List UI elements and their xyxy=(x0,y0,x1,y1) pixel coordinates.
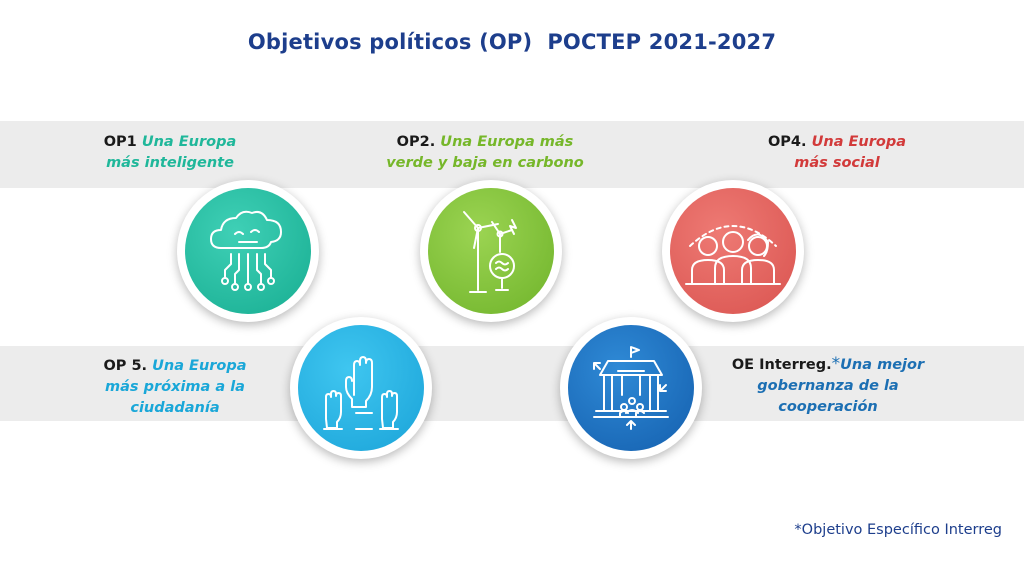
op4-circle xyxy=(662,180,804,322)
op5-title-line3: ciudadanía xyxy=(130,400,220,416)
op2-label: OP2. Una Europa más verde y baja en carb… xyxy=(370,132,600,174)
cloud-circuit-icon xyxy=(210,210,282,291)
op1-label: OP1 Una Europa más inteligente xyxy=(80,132,260,174)
oe-title-line1: Una mejor xyxy=(840,357,925,373)
op1-title-line1: Una Europa xyxy=(141,134,237,150)
op1-prefix: OP1 xyxy=(103,134,137,150)
op5-title-line2: más próxima a la xyxy=(105,379,245,395)
op1-title-line2: más inteligente xyxy=(106,155,234,171)
oe-prefix: OE Interreg. xyxy=(731,357,832,373)
op4-label: OP4. Una Europa más social xyxy=(752,132,922,174)
op5-circle xyxy=(290,317,432,459)
oe-asterisk: * xyxy=(831,354,841,374)
op4-title-line2: más social xyxy=(794,155,880,171)
op2-circle xyxy=(420,180,562,322)
people-group-icon xyxy=(685,225,781,285)
op4-prefix: OP4. xyxy=(767,134,807,150)
op5-title-line1: Una Europa xyxy=(152,358,247,374)
op1-circle xyxy=(177,180,319,322)
op5-label: OP 5. Una Europa más próxima a la ciudad… xyxy=(90,356,260,419)
oe-interreg-circle xyxy=(560,317,702,459)
op2-title-line2: verde y baja en carbono xyxy=(386,155,584,171)
wind-turbine-icon xyxy=(463,211,517,293)
bottom-band xyxy=(0,346,1024,421)
institution-building-icon xyxy=(593,346,669,430)
op2-prefix: OP2. xyxy=(396,134,436,150)
oe-title-line2: gobernanza de la xyxy=(757,378,899,394)
top-band xyxy=(0,121,1024,188)
page-title: Objetivos políticos (OP) POCTEP 2021-202… xyxy=(247,30,777,54)
oe-interreg-label: OE Interreg.*Una mejor gobernanza de la … xyxy=(718,354,938,418)
op2-title-line1: Una Europa más xyxy=(440,134,574,150)
raised-hands-icon xyxy=(323,356,399,430)
footnote: *Objetivo Específico Interreg xyxy=(794,522,1002,538)
op4-title-line1: Una Europa xyxy=(811,134,907,150)
oe-title-line3: cooperación xyxy=(778,399,878,415)
op5-prefix: OP 5. xyxy=(103,358,148,374)
